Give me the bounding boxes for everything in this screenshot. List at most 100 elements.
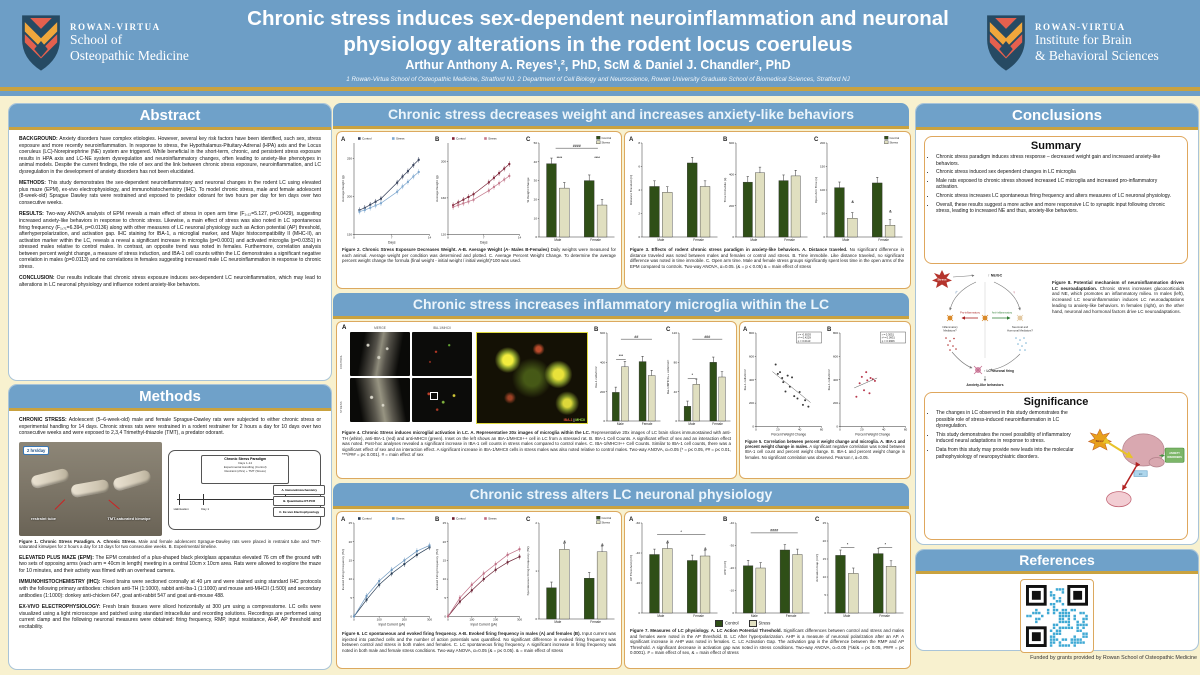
annotation-arrow: [54, 498, 66, 510]
svg-text:0: 0: [836, 425, 838, 429]
svg-text:Evoked Firing Frequency (Hz): Evoked Firing Frequency (Hz): [435, 549, 439, 590]
svg-text:8: 8: [638, 141, 640, 145]
svg-text:p = 0.0113: p = 0.0113: [798, 339, 811, 343]
restraint-tube: [111, 468, 153, 492]
svg-text:Female: Female: [693, 614, 704, 618]
significance-box: Significance The changes in LC observed …: [924, 392, 1188, 540]
svg-text:800: 800: [833, 331, 838, 335]
svg-text:% Weight Change: % Weight Change: [526, 177, 530, 202]
svg-text:C: C: [666, 327, 671, 333]
svg-text:-20: -20: [636, 581, 641, 585]
svg-text:Female: Female: [712, 422, 723, 426]
svg-text:60: 60: [904, 427, 908, 431]
row-label-control: CONTROL: [339, 354, 343, 369]
svg-text:400: 400: [729, 172, 734, 176]
svg-text:AHP (mV): AHP (mV): [723, 561, 727, 575]
abstract-panel: Abstract BACKGROUND: Anxiety disorders h…: [8, 103, 332, 381]
logo-line2: & Behavioral Sciences: [1035, 48, 1159, 63]
svg-text:150: 150: [347, 233, 352, 237]
svg-text:*: *: [692, 373, 694, 377]
figure-8-caption: Figure 8. Potential mechanism of neuroin…: [1052, 280, 1184, 314]
svg-text:120: 120: [672, 331, 677, 335]
svg-text:B: B: [827, 327, 832, 333]
svg-text:r = 0.3051: r = 0.3051: [882, 332, 895, 336]
methods-ephys: EX-VIVO ELECTROPHYSIOLOGY: Fresh brain t…: [19, 604, 321, 630]
svg-text:A: A: [629, 517, 634, 523]
logo-org: ROWAN-VIRTUA: [70, 22, 161, 33]
svg-text:15: 15: [823, 557, 827, 561]
svg-text:C: C: [526, 517, 531, 523]
svg-text:Female: Female: [693, 238, 704, 242]
svg-text:40: 40: [798, 427, 802, 431]
logo-org: ROWAN-VIRTUA: [1035, 22, 1126, 33]
svg-text:0: 0: [675, 419, 677, 423]
caption-text: Representative 20x images of LC brain sl…: [342, 430, 731, 458]
svg-text:Days: Days: [480, 241, 488, 245]
caption-lead: Figure 6. LC spontaneous and evoked firi…: [342, 631, 581, 636]
svg-text:Male: Male: [617, 422, 624, 426]
svg-text:80: 80: [674, 360, 678, 364]
svg-text:Control: Control: [456, 517, 466, 521]
svg-text:Iba-1/MHCII++ cells/mm²: Iba-1/MHCII++ cells/mm²: [666, 360, 670, 394]
caption-text: Input current was injected into patched …: [342, 631, 616, 653]
section-1-heading: Chronic stress decreases weight and incr…: [333, 103, 909, 129]
svg-text:Male: Male: [688, 422, 695, 426]
timeline-days: Days 1-14: [238, 460, 253, 465]
svg-text:15: 15: [349, 559, 353, 563]
female-symbol: ♀: [1012, 290, 1016, 296]
svg-text:10: 10: [443, 577, 447, 581]
abstract-results: RESULTS: Two-way ANOVA analysis of EPM r…: [19, 211, 321, 270]
microglia-icon: [1016, 314, 1024, 322]
svg-text:300: 300: [427, 617, 432, 621]
svg-text:r² = 0.0931: r² = 0.0931: [882, 336, 896, 340]
caption-lead: Figure 2. Chronic Stress Exposure Decrea…: [342, 247, 549, 252]
hormonal-mediators-label: Neuronal and: [1012, 325, 1029, 329]
svg-text:0: 0: [638, 611, 640, 615]
svg-text:Control: Control: [890, 136, 900, 140]
svg-text:p = 0.3906: p = 0.3906: [882, 339, 895, 343]
svg-text:5: 5: [350, 596, 352, 600]
svg-text:200: 200: [402, 617, 407, 621]
references-qr-box: [1020, 579, 1094, 653]
svg-text:200: 200: [441, 159, 446, 163]
fig2a-male-weight-chart: 150 200 250 Average Weight (g) Days A 0 7 14 Cont…: [341, 137, 432, 245]
microglia-icon: [946, 314, 954, 322]
fig7a-ap-threshold-chart: 0 -20 -40 -60 AP Threshold (mV) A Male Female * &…: [629, 517, 718, 618]
caption-lead: Figure 8. Potential mechanism of neuroin…: [1052, 280, 1184, 291]
svg-text:40: 40: [882, 427, 886, 431]
svg-text:A: A: [743, 327, 748, 333]
anxiety-disorders-box: [1164, 447, 1185, 463]
svg-text:-40: -40: [636, 551, 641, 555]
svg-text:Stress: Stress: [890, 141, 899, 145]
svg-text:5: 5: [444, 596, 446, 600]
svg-text:Control: Control: [602, 516, 612, 520]
section-3-heading: Chronic stress alters LC neuronal physio…: [333, 483, 909, 509]
paragraph-label: IMMUNOHISTOCHEMISTRY (IHC):: [19, 579, 101, 586]
svg-text:****: ****: [557, 156, 563, 160]
methods-chronic-stress: CHRONIC STRESS: Adolescent (5–6-week-old…: [19, 417, 321, 437]
svg-text:0: 0: [447, 235, 449, 239]
svg-text:####: ####: [770, 529, 778, 533]
funding-note: Funded by grants provided by Rowan Schoo…: [1030, 655, 1197, 661]
svg-text:6: 6: [638, 165, 640, 169]
micrograph-stress-iba: [412, 378, 472, 422]
paragraph-label: EX-VIVO ELECTROPHYSIOLOGY:: [19, 604, 101, 611]
svg-text:0: 0: [823, 235, 825, 239]
svg-text:Activation Gap (mV): Activation Gap (mV): [815, 554, 819, 582]
svg-text:Male: Male: [750, 238, 757, 242]
timeline-tick: [203, 493, 205, 505]
svg-text:160: 160: [441, 196, 446, 200]
summary-bullet: Chronic stress induced sex dependent cha…: [936, 169, 1181, 176]
figure-1: 2 hrs/day restraint tube TMT-saturated k…: [19, 441, 326, 536]
svg-text:B: B: [723, 137, 728, 143]
svg-text:Female: Female: [879, 614, 890, 618]
svg-text:Male: Male: [751, 614, 758, 618]
svg-text:0: 0: [353, 617, 355, 621]
svg-text:14: 14: [428, 235, 432, 239]
inflammatory-mediators-label: Inflammatory: [942, 325, 958, 329]
svg-text:Stress: Stress: [602, 141, 611, 145]
svg-text:Distance Traveled (m): Distance Traveled (m): [629, 175, 633, 205]
legend-label: Stress: [758, 620, 771, 626]
fig7c-activation-gap-chart: 0 5 10 15 20 25 Activation Gap (mV) C Male Female…: [815, 517, 904, 618]
